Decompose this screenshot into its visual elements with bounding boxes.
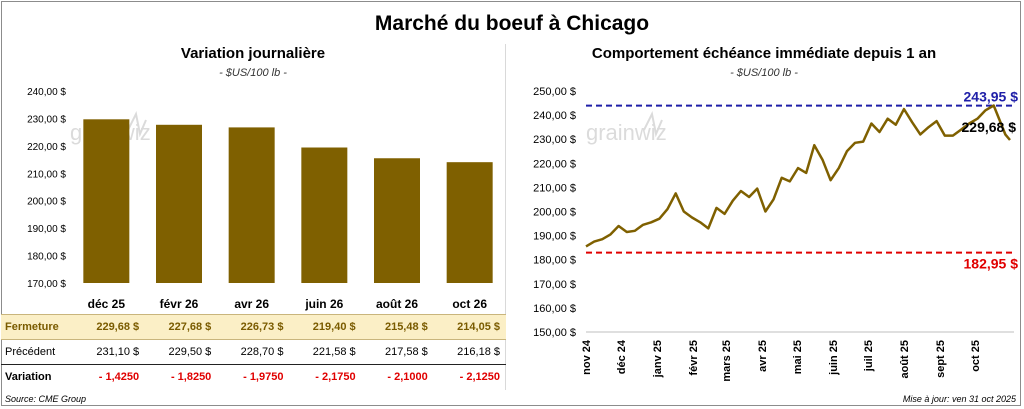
right-chart-title: Comportement échéance immédiate depuis 1… bbox=[591, 45, 937, 62]
line-x-tick-label: juin 25 bbox=[828, 340, 840, 376]
line-x-tick-label: févr 25 bbox=[688, 340, 700, 375]
cell-fermeture: 229,68 $ bbox=[73, 314, 146, 340]
row-label-precedent: Précédent bbox=[5, 346, 56, 358]
bar-y-tick-label: 180,00 $ bbox=[27, 252, 66, 263]
cell-variation: - 1,4250 bbox=[73, 364, 146, 389]
bar-x-tick-label: avr 26 bbox=[234, 297, 269, 311]
line-x-tick-label: août 25 bbox=[899, 340, 911, 379]
line-x-tick-label: nov 24 bbox=[581, 339, 593, 375]
line-y-tick-label: 220,00 $ bbox=[533, 158, 576, 170]
cell-variation: - 1,8250 bbox=[145, 364, 218, 389]
line-y-tick-label: 170,00 $ bbox=[533, 279, 576, 291]
bar bbox=[83, 119, 130, 284]
bar bbox=[446, 162, 493, 283]
cell-fermeture: 226,73 $ bbox=[217, 314, 290, 340]
bar-y-tick-label: 210,00 $ bbox=[27, 169, 66, 180]
watermark-mark bbox=[127, 110, 147, 138]
right-chart-unit: - $US/100 lb - bbox=[730, 67, 798, 79]
line-chart: grainwiz 150,00 $ 160,00 $ 170,00 $ 180,00 $… bbox=[533, 86, 1019, 382]
line-x-tick-label: juil 25 bbox=[863, 340, 875, 372]
line-x-tick-label: avr 25 bbox=[757, 340, 769, 372]
bar-y-tick-label: 230,00 $ bbox=[27, 114, 66, 125]
bar-y-tick-label: 170,00 $ bbox=[27, 279, 66, 290]
line-y-tick-label: 200,00 $ bbox=[533, 207, 576, 219]
row-fermeture: Fermeture 229,68 $ 227,68 $ 226,73 $ 219… bbox=[1, 314, 506, 340]
bar-chart: grainwiz170,00 $180,00 $190,00 $200,00 $… bbox=[27, 87, 493, 311]
update-note: Mise à jour: ven 31 oct 2025 bbox=[902, 394, 1016, 404]
row-label-fermeture: Fermeture bbox=[1, 314, 73, 340]
line-x-tick-label: mars 25 bbox=[721, 340, 733, 382]
cell-precedent: 229,50 $ bbox=[168, 346, 212, 358]
bar-x-tick-label: déc 25 bbox=[88, 297, 126, 311]
low-value-label: 182,95 $ bbox=[964, 256, 1019, 272]
line-x-tick-label: sept 25 bbox=[935, 340, 947, 378]
line-x-tick-label: déc 24 bbox=[616, 339, 628, 374]
values-table: Fermeture 229,68 $ 227,68 $ 226,73 $ 219… bbox=[1, 314, 506, 389]
line-x-tick-label: mai 25 bbox=[792, 340, 804, 374]
cell-variation: - 1,9750 bbox=[217, 364, 290, 389]
bar bbox=[374, 158, 420, 283]
row-precedent: Précédent 231,10 $ 229,50 $ 228,70 $ 221… bbox=[1, 340, 506, 365]
bar-x-tick-label: juin 26 bbox=[304, 297, 343, 311]
watermark-mark bbox=[643, 110, 663, 138]
cell-fermeture: 219,40 $ bbox=[289, 314, 362, 340]
cell-fermeture: 215,48 $ bbox=[361, 314, 434, 340]
bar-x-tick-label: août 26 bbox=[376, 297, 418, 311]
line-y-tick-label: 160,00 $ bbox=[533, 303, 576, 315]
bar-y-tick-label: 240,00 $ bbox=[27, 87, 66, 98]
cell-fermeture: 214,05 $ bbox=[433, 314, 506, 340]
bar-y-tick-label: 190,00 $ bbox=[27, 224, 66, 235]
line-y-tick-label: 180,00 $ bbox=[533, 255, 576, 267]
bar-x-tick-label: oct 26 bbox=[452, 297, 487, 311]
row-label-variation: Variation bbox=[1, 364, 73, 389]
line-y-tick-label: 210,00 $ bbox=[533, 182, 576, 194]
bar bbox=[228, 127, 275, 284]
cell-precedent: 231,10 $ bbox=[96, 346, 140, 358]
line-y-tick-label: 230,00 $ bbox=[533, 134, 576, 146]
cell-fermeture: 227,68 $ bbox=[145, 314, 218, 340]
cell-variation: - 2,1250 bbox=[433, 364, 506, 389]
bar bbox=[156, 124, 202, 284]
watermark-text: grainwiz bbox=[586, 120, 667, 145]
panel-separator bbox=[505, 44, 506, 390]
left-chart-unit: - $US/100 lb - bbox=[219, 67, 287, 79]
bar-y-tick-label: 200,00 $ bbox=[27, 197, 66, 208]
source-note: Source: CME Group bbox=[5, 394, 87, 404]
line-x-tick-label: oct 25 bbox=[970, 340, 982, 372]
line-x-tick-label: janv 25 bbox=[652, 340, 664, 378]
cell-precedent: 216,18 $ bbox=[457, 346, 500, 358]
cell-variation: - 2,1000 bbox=[361, 364, 434, 389]
current-value-label: 229,68 $ bbox=[962, 119, 1017, 135]
left-chart-title: Variation journalière bbox=[180, 45, 326, 62]
cell-precedent: 228,70 $ bbox=[240, 346, 284, 358]
bar-x-tick-label: févr 26 bbox=[160, 297, 199, 311]
watermark: grainwiz bbox=[586, 110, 667, 145]
line-y-tick-label: 150,00 $ bbox=[533, 327, 576, 339]
cell-precedent: 221,58 $ bbox=[312, 346, 356, 358]
high-value-label: 243,95 $ bbox=[964, 89, 1019, 105]
price-line bbox=[585, 104, 1011, 248]
row-variation: Variation - 1,4250 - 1,8250 - 1,9750 - 2… bbox=[1, 364, 506, 389]
cell-variation: - 2,1750 bbox=[289, 364, 362, 389]
bar-y-tick-label: 220,00 $ bbox=[27, 142, 66, 153]
line-y-tick-label: 190,00 $ bbox=[533, 231, 576, 243]
line-y-tick-label: 240,00 $ bbox=[533, 110, 576, 122]
line-y-tick-label: 250,00 $ bbox=[533, 86, 576, 98]
bar bbox=[301, 147, 348, 283]
cell-precedent: 217,58 $ bbox=[384, 346, 428, 358]
page-title: Marché du boeuf à Chicago bbox=[374, 12, 650, 35]
